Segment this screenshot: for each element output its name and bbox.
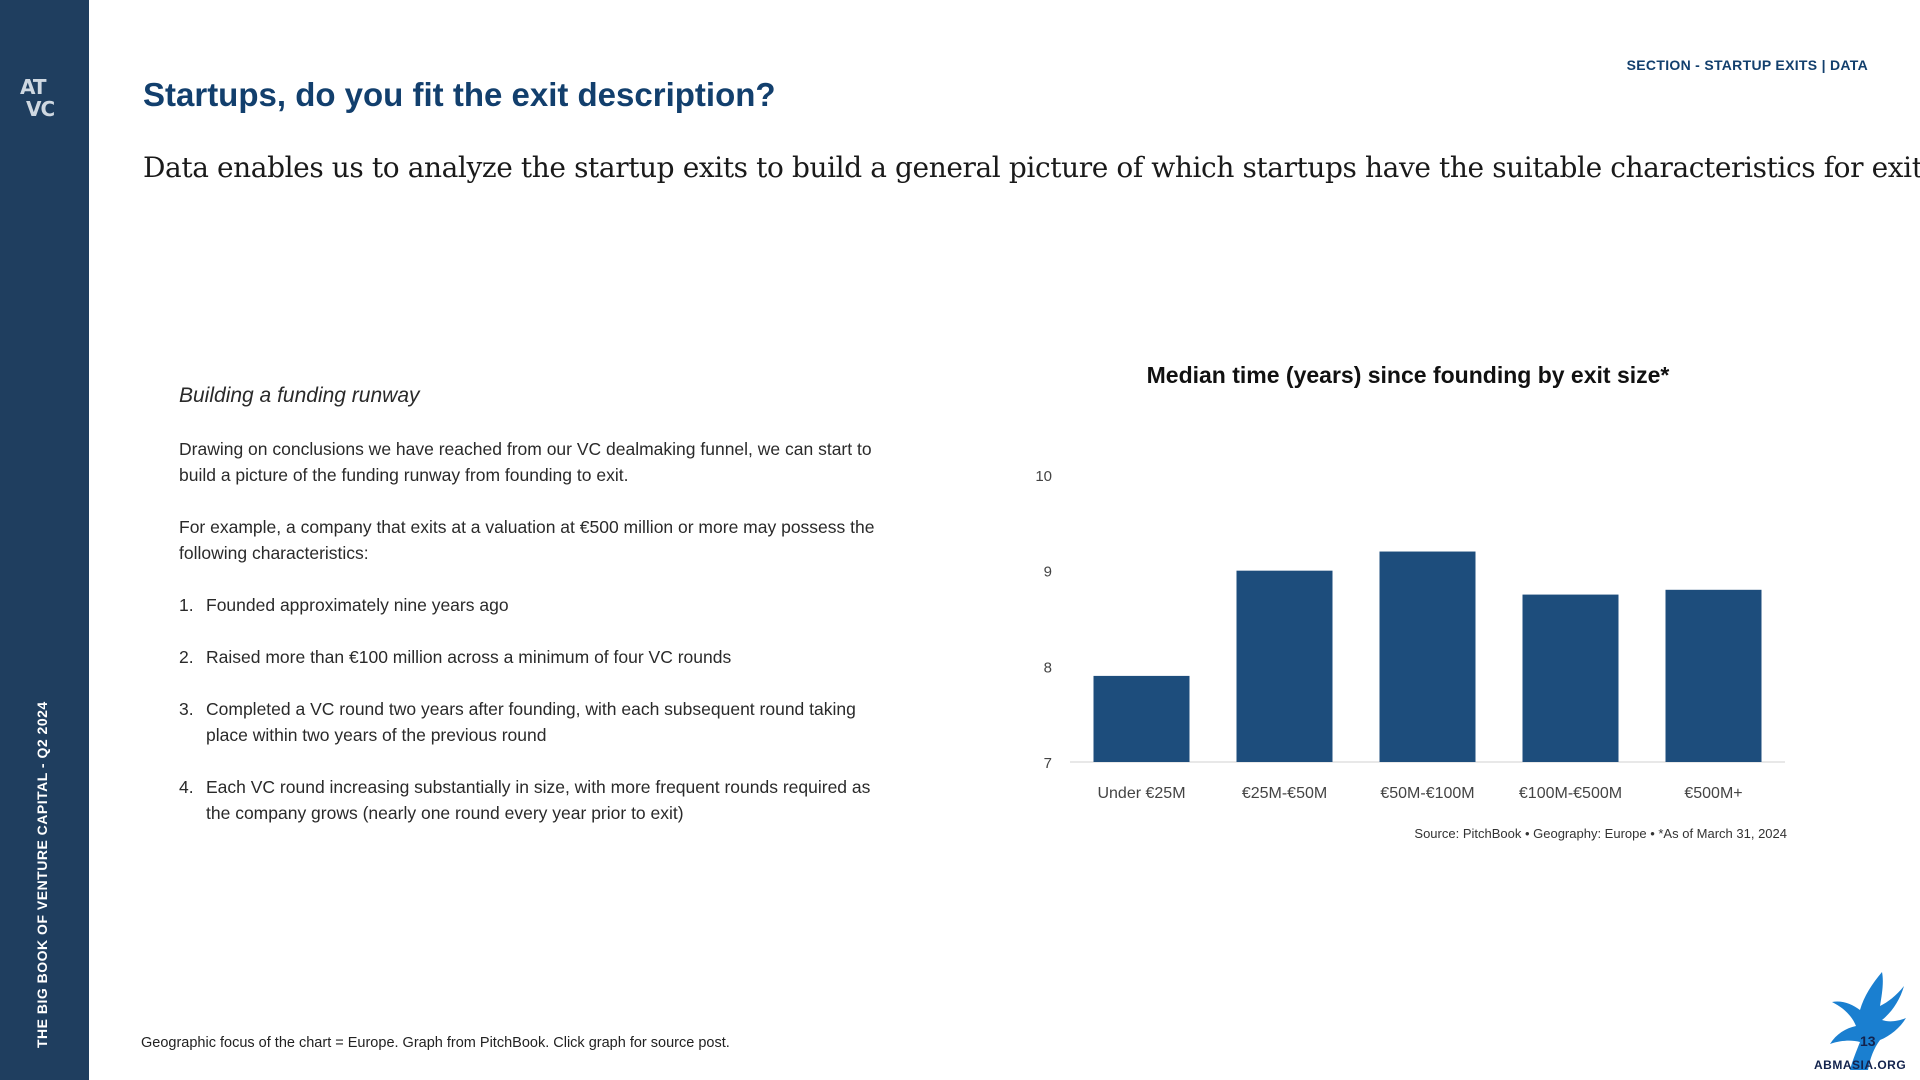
funding-runway-panel: Building a funding runway Drawing on con… xyxy=(179,384,879,852)
chart-title: Median time (years) since founding by ex… xyxy=(1146,362,1670,388)
logo-text-top: AT xyxy=(20,75,47,99)
list-item: 1. Founded approximately nine years ago xyxy=(179,592,879,618)
atvc-logo[interactable]: AT VC xyxy=(20,76,64,128)
x-tick-label: €25M-€50M xyxy=(1242,785,1327,802)
list-item-number: 4. xyxy=(179,777,194,797)
list-item: 2. Raised more than €100 million across a… xyxy=(179,644,879,670)
runway-heading: Building a funding runway xyxy=(179,384,420,407)
watermark-text: ABMASIA.ORG xyxy=(1814,1058,1907,1072)
book-title-vertical: THE BIG BOOK OF VENTURE CAPITAL - Q2 202… xyxy=(34,701,50,1048)
list-item-text: Raised more than €100 million across a m… xyxy=(206,647,732,667)
logo-text-bottom: VC xyxy=(26,97,55,121)
runway-paragraph-1: Drawing on conclusions we have reached f… xyxy=(179,439,872,485)
bar xyxy=(1236,570,1333,762)
page-subtitle: Data enables us to analyze the startup e… xyxy=(143,151,1920,184)
y-tick-label: 10 xyxy=(1035,468,1052,485)
sidebar: AT VC THE BIG BOOK OF VENTURE CAPITAL - … xyxy=(0,0,89,1080)
x-tick-label: €500M+ xyxy=(1684,785,1742,802)
list-item: 3. Completed a VC round two years after f… xyxy=(179,696,879,748)
x-tick-label: Under €25M xyxy=(1097,785,1185,802)
bar xyxy=(1522,594,1619,762)
chart-source: Source: PitchBook • Geography: Europe • … xyxy=(1414,826,1787,841)
characteristics-list: 1. Founded approximately nine years ago 2… xyxy=(179,592,879,826)
y-tick-label: 7 xyxy=(1044,755,1052,772)
list-item-text: Founded approximately nine years ago xyxy=(206,595,509,615)
list-item-number: 1. xyxy=(179,595,194,615)
list-item-number: 2. xyxy=(179,647,194,667)
bar xyxy=(1379,551,1476,762)
watermark-badge: 13 xyxy=(1860,1033,1876,1049)
y-tick-label: 9 xyxy=(1044,564,1052,581)
list-item-text: Completed a VC round two years after fou… xyxy=(206,699,856,745)
list-item-text: Each VC round increasing substantially i… xyxy=(206,777,871,823)
section-label: SECTION - STARTUP EXITS | DATA xyxy=(1626,57,1868,73)
y-tick-label: 8 xyxy=(1044,659,1052,676)
bar xyxy=(1665,589,1762,762)
bar-chart[interactable]: 7 8 9 10 Under €25M €25M-€50M €50M-€100M €100M-… xyxy=(1010,450,1810,820)
bar xyxy=(1093,675,1190,762)
runway-paragraph-2: For example, a company that exits at a v… xyxy=(179,517,875,563)
eagle-logo-icon: 13 xyxy=(1830,972,1906,1070)
x-tick-label: €50M-€100M xyxy=(1380,785,1474,802)
footnote[interactable]: Geographic focus of the chart = Europe. … xyxy=(141,1035,730,1051)
list-item: 4. Each VC round increasing substantially… xyxy=(179,774,879,826)
list-item-number: 3. xyxy=(179,699,194,719)
page-title: Startups, do you fit the exit descriptio… xyxy=(143,76,776,113)
x-tick-label: €100M-€500M xyxy=(1519,785,1622,802)
